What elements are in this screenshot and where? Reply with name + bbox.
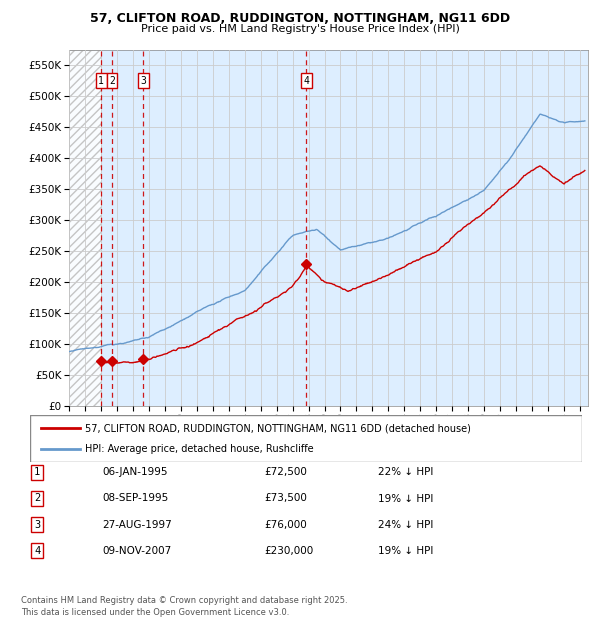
Text: 2: 2 bbox=[34, 494, 40, 503]
Text: £230,000: £230,000 bbox=[264, 546, 313, 556]
Text: 3: 3 bbox=[140, 76, 146, 86]
Text: 27-AUG-1997: 27-AUG-1997 bbox=[102, 520, 172, 529]
Text: Price paid vs. HM Land Registry's House Price Index (HPI): Price paid vs. HM Land Registry's House … bbox=[140, 24, 460, 33]
Text: 1: 1 bbox=[98, 76, 104, 86]
Text: 08-SEP-1995: 08-SEP-1995 bbox=[102, 494, 168, 503]
Text: 22% ↓ HPI: 22% ↓ HPI bbox=[378, 467, 433, 477]
Text: 19% ↓ HPI: 19% ↓ HPI bbox=[378, 494, 433, 503]
Text: £72,500: £72,500 bbox=[264, 467, 307, 477]
Text: 3: 3 bbox=[34, 520, 40, 529]
Text: HPI: Average price, detached house, Rushcliffe: HPI: Average price, detached house, Rush… bbox=[85, 444, 314, 454]
Text: £76,000: £76,000 bbox=[264, 520, 307, 529]
Text: Contains HM Land Registry data © Crown copyright and database right 2025.
This d: Contains HM Land Registry data © Crown c… bbox=[21, 596, 347, 617]
Text: 1: 1 bbox=[34, 467, 40, 477]
Text: 4: 4 bbox=[34, 546, 40, 556]
Text: £73,500: £73,500 bbox=[264, 494, 307, 503]
Text: 09-NOV-2007: 09-NOV-2007 bbox=[102, 546, 171, 556]
Text: 24% ↓ HPI: 24% ↓ HPI bbox=[378, 520, 433, 529]
Text: 19% ↓ HPI: 19% ↓ HPI bbox=[378, 546, 433, 556]
Text: 4: 4 bbox=[304, 76, 309, 86]
Bar bbox=[69, 50, 101, 406]
Text: 57, CLIFTON ROAD, RUDDINGTON, NOTTINGHAM, NG11 6DD (detached house): 57, CLIFTON ROAD, RUDDINGTON, NOTTINGHAM… bbox=[85, 423, 471, 433]
Text: 06-JAN-1995: 06-JAN-1995 bbox=[102, 467, 167, 477]
Text: 57, CLIFTON ROAD, RUDDINGTON, NOTTINGHAM, NG11 6DD: 57, CLIFTON ROAD, RUDDINGTON, NOTTINGHAM… bbox=[90, 12, 510, 25]
FancyBboxPatch shape bbox=[30, 415, 582, 462]
Text: 2: 2 bbox=[109, 76, 115, 86]
